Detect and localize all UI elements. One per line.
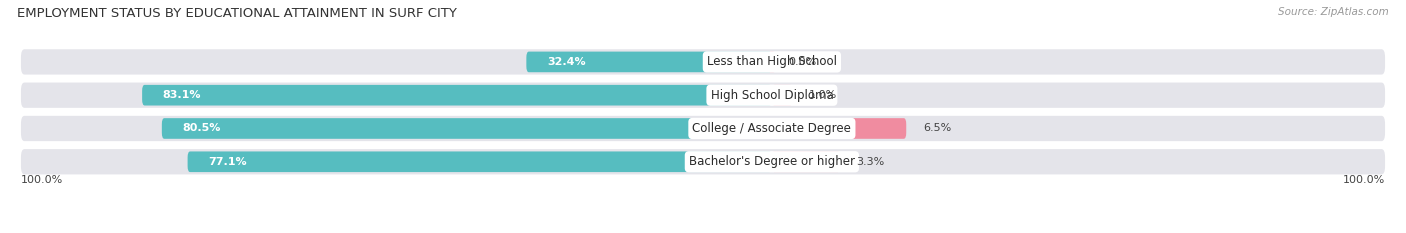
FancyBboxPatch shape	[526, 51, 772, 72]
Text: 80.5%: 80.5%	[183, 123, 221, 134]
Text: EMPLOYMENT STATUS BY EDUCATIONAL ATTAINMENT IN SURF CITY: EMPLOYMENT STATUS BY EDUCATIONAL ATTAINM…	[17, 7, 457, 20]
FancyBboxPatch shape	[187, 151, 772, 172]
FancyBboxPatch shape	[142, 85, 772, 106]
FancyBboxPatch shape	[162, 118, 772, 139]
Text: 83.1%: 83.1%	[163, 90, 201, 100]
Text: 77.1%: 77.1%	[208, 157, 247, 167]
FancyBboxPatch shape	[21, 82, 1385, 108]
Text: 6.5%: 6.5%	[922, 123, 950, 134]
Text: 1.0%: 1.0%	[808, 90, 838, 100]
Text: 0.0%: 0.0%	[789, 57, 817, 67]
Text: 3.3%: 3.3%	[856, 157, 884, 167]
Text: 32.4%: 32.4%	[547, 57, 586, 67]
Text: Bachelor's Degree or higher: Bachelor's Degree or higher	[689, 155, 855, 168]
Text: High School Diploma: High School Diploma	[710, 89, 834, 102]
FancyBboxPatch shape	[21, 149, 1385, 175]
Text: Less than High School: Less than High School	[707, 55, 837, 69]
FancyBboxPatch shape	[21, 116, 1385, 141]
FancyBboxPatch shape	[772, 151, 841, 172]
Text: 100.0%: 100.0%	[21, 175, 63, 185]
Text: Source: ZipAtlas.com: Source: ZipAtlas.com	[1278, 7, 1389, 17]
Text: College / Associate Degree: College / Associate Degree	[693, 122, 851, 135]
Text: 100.0%: 100.0%	[1343, 175, 1385, 185]
FancyBboxPatch shape	[772, 85, 793, 106]
FancyBboxPatch shape	[769, 51, 775, 72]
FancyBboxPatch shape	[21, 49, 1385, 75]
FancyBboxPatch shape	[772, 118, 907, 139]
